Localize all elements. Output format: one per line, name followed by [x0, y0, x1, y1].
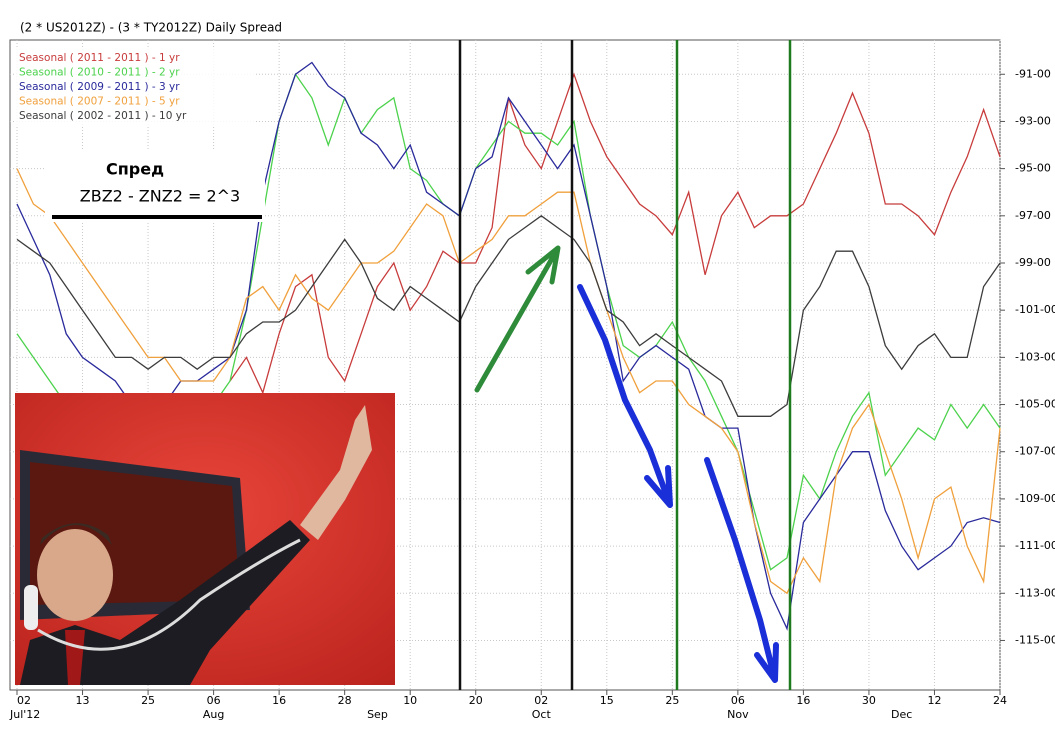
y-tick-label: -93-00 — [1015, 114, 1051, 127]
y-tick-label: -99-00 — [1015, 256, 1051, 269]
series-line — [16, 214, 1001, 417]
x-tick-label: 02 — [534, 694, 548, 707]
y-tick-label: -107-00 — [1015, 445, 1055, 458]
legend-entry: Seasonal ( 2002 - 2011 ) - 10 yr — [19, 110, 187, 122]
annotation-box — [45, 150, 265, 222]
photo-face — [37, 529, 113, 621]
y-tick-label: -91-00 — [1015, 67, 1051, 80]
x-tick-label: 12 — [927, 694, 941, 707]
x-group-label: Aug — [203, 708, 224, 721]
photo-hair — [40, 523, 112, 545]
x-tick-label: 15 — [600, 694, 614, 707]
x-group-label: Nov — [727, 708, 749, 721]
x-group-label: Sep — [367, 708, 388, 721]
photo-suit — [20, 520, 310, 685]
x-tick-label: 06 — [731, 694, 745, 707]
legend: Seasonal ( 2011 - 2011 ) - 1 yr Seasonal … — [16, 48, 256, 126]
arrow-down — [577, 284, 673, 508]
y-tick-label: -109-00 — [1015, 492, 1055, 505]
series-line — [229, 72, 1001, 395]
x-tick-label: 02 — [17, 694, 31, 707]
photo — [15, 393, 395, 685]
x-tick-label: 25 — [665, 694, 679, 707]
x-tick-label: 16 — [272, 694, 286, 707]
arrow-down — [704, 457, 779, 683]
x-tick-label: 20 — [469, 694, 483, 707]
y-tick-label: -97-00 — [1015, 209, 1051, 222]
x-tick-label: 25 — [141, 694, 155, 707]
x-tick-label: 06 — [207, 694, 221, 707]
arrow-up — [474, 245, 561, 393]
axes: -91-00 -93-00 -95-00 -97-00 -99-00 -101-00 -10… — [9, 67, 1055, 721]
annotation: Спред — [106, 160, 164, 179]
x-tick-label: 10 — [403, 694, 417, 707]
y-tick-label: -105-00 — [1015, 398, 1055, 411]
legend-entry: Seasonal ( 2010 - 2011 ) - 2 yr — [19, 67, 180, 79]
y-tick-label: -95-00 — [1015, 162, 1051, 175]
photo-hand — [300, 405, 372, 540]
x-tick-label: 24 — [993, 694, 1007, 707]
legend-entry: Seasonal ( 2011 - 2011 ) - 1 yr — [19, 52, 180, 64]
arrows — [474, 245, 779, 683]
x-tick-label: 28 — [338, 694, 352, 707]
y-tick-label: -103-00 — [1015, 350, 1055, 363]
x-group-label: Oct — [532, 708, 552, 721]
y-tick-label: -101-00 — [1015, 303, 1055, 316]
legend-entry: Seasonal ( 2009 - 2011 ) - 3 yr — [19, 81, 180, 93]
y-tick-label: -111-00 — [1015, 539, 1055, 552]
y-tick-label: -113-00 — [1015, 586, 1055, 599]
chart-title: (2 * US2012Z) - (3 * TY2012Z) Daily Spre… — [20, 21, 282, 35]
annotation: ZBZ2 - ZNZ2 = 2^3 — [80, 187, 240, 206]
legend-entry: Seasonal ( 2007 - 2011 ) - 5 yr — [19, 96, 180, 108]
x-group-label: Dec — [891, 708, 912, 721]
series-line — [16, 168, 1001, 595]
y-tick-label: -115-00 — [1015, 633, 1055, 646]
photo-cord — [37, 538, 301, 651]
x-tick-label: 16 — [796, 694, 810, 707]
x-tick-label: 13 — [76, 694, 90, 707]
legend-background — [16, 48, 256, 126]
photo-phone — [24, 585, 38, 630]
x-group-label: Jul'12 — [9, 708, 40, 721]
x-tick-label: 30 — [862, 694, 876, 707]
